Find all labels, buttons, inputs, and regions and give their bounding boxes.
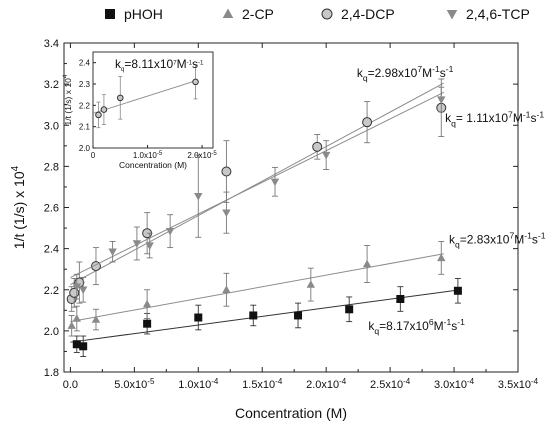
data-point: [142, 299, 152, 308]
x-tick-label: 3.5x10-4: [498, 377, 539, 391]
legend-item: 2-CP: [222, 6, 274, 22]
data-point: [362, 259, 372, 268]
inset-x-tick-label: 1.0x10-5: [133, 151, 163, 160]
fit-line: [70, 82, 445, 286]
inset-y-tick-label: 2.4: [79, 59, 91, 68]
data-point: [72, 283, 81, 292]
inset-x-axis-title: Concentration (M): [119, 160, 187, 170]
data-point: [362, 117, 373, 128]
legend-label: pHOH: [124, 6, 163, 22]
inset-y-tick-label: 2.2: [79, 101, 91, 110]
inset-x-tick-label: 0: [91, 151, 96, 160]
data-point: [453, 286, 462, 295]
y-tick-label: 3.4: [44, 38, 59, 50]
legend-item: pHOH: [105, 6, 163, 22]
data-point: [67, 321, 76, 329]
data-point: [222, 209, 231, 218]
y-tick-label: 2.8: [44, 161, 59, 173]
data-point: [194, 313, 203, 322]
inset-rate-annotation: kq=8.11x107M-1s-1: [115, 57, 204, 73]
inset-series-0: [92, 64, 199, 129]
y-tick-label: 2.6: [44, 203, 59, 215]
inset-y-tick-label: 2.1: [79, 123, 91, 132]
series-1: [67, 240, 446, 337]
fit-line: [70, 91, 445, 278]
rate-annotation: kq= 1.11x107M-1s-1: [445, 109, 544, 128]
legend-item: 2,4-DCP: [321, 6, 395, 22]
legend-item: 2,4,6-TCP: [446, 6, 530, 22]
y-tick-label: 2.4: [44, 244, 59, 256]
data-point: [132, 240, 142, 248]
x-tick-label: 0.0: [63, 379, 78, 391]
data-point: [222, 285, 231, 293]
rate-annotation: kq=8.17x106M-1s-1: [368, 317, 465, 336]
legend: pHOH 2-CP 2,4-DCP 2,4,6-TCP: [105, 6, 530, 22]
x-tick-label: 2.5x10-4: [370, 377, 411, 391]
inset-y-tick-label: 2.3: [79, 80, 91, 89]
data-point: [437, 96, 446, 104]
x-tick-label: 1.0x10-4: [178, 377, 219, 391]
legend-label: 2-CP: [242, 6, 274, 22]
legend-label: 2,4-DCP: [341, 6, 395, 22]
rate-annotation: kq=2.83x107M-1s-1: [449, 231, 546, 250]
y-tick-label: 3.0: [44, 120, 59, 132]
data-point: [437, 253, 446, 262]
data-point: [165, 227, 175, 236]
fit-line: [70, 289, 461, 343]
y-tick-label: 2.0: [44, 326, 59, 338]
y-tick-label: 2.2: [44, 285, 59, 297]
inset-data-point: [95, 111, 102, 119]
data-point: [72, 340, 81, 349]
data-point: [72, 314, 81, 322]
data-point: [108, 248, 117, 257]
y-axis-title: 1/t (1/s) x 104: [10, 165, 27, 249]
data-point: [79, 342, 88, 351]
data-point: [345, 305, 354, 314]
y-tick-label: 3.2: [44, 79, 59, 91]
series-3: [70, 86, 446, 303]
data-point: [321, 151, 331, 160]
data-point: [270, 178, 280, 187]
x-tick-label: 1.5x10-4: [242, 377, 283, 391]
data-point: [145, 242, 154, 250]
inset-fit-line: [92, 80, 196, 114]
data-point: [312, 141, 323, 152]
data-point: [194, 192, 203, 201]
inset-y-tick-label: 2.0: [79, 144, 91, 153]
data-point: [221, 166, 232, 177]
data-point: [78, 286, 88, 295]
x-tick-label: 2.0x10-4: [306, 377, 347, 391]
inset-plot: 2.0 2.1 2.2 2.3 2.4 0 1.0x10-5 2.0x10-5Concentr…: [62, 51, 217, 170]
y-tick-label: 1.8: [44, 367, 59, 379]
data-point: [249, 311, 258, 320]
fit-line: [70, 253, 444, 323]
x-tick-label: 3.0x10-4: [434, 377, 475, 391]
data-point: [396, 295, 405, 304]
inset-y-axis-title: 1/t (1/s) x 104: [62, 74, 73, 125]
main-plot: 1.8 2.0 2.2 2.4 2.6 2.8 3.0 3.2 3.4 0.0 5.0x10-5 1.…: [10, 38, 546, 421]
x-axis-title: Concentration (M): [235, 405, 347, 421]
x-tick-label: 5.0x10-5: [114, 377, 155, 391]
rate-annotation: kq=2.98x107M-1s-1: [357, 64, 454, 83]
inset-x-tick-label: 2.0x10-5: [187, 151, 217, 160]
inset-frame: [92, 51, 214, 149]
legend-marker: [446, 10, 458, 20]
inset-data-point: [116, 94, 124, 102]
data-point: [91, 315, 101, 323]
data-point: [306, 280, 316, 288]
inset-data-point: [100, 106, 108, 113]
inset-data-point: [192, 78, 199, 86]
legend-marker: [321, 8, 333, 20]
series-0: [70, 277, 462, 358]
data-point: [143, 319, 152, 328]
legend-marker: [105, 9, 115, 19]
data-point: [294, 311, 303, 320]
legend-marker: [222, 8, 234, 18]
legend-label: 2,4,6-TCP: [466, 6, 530, 22]
